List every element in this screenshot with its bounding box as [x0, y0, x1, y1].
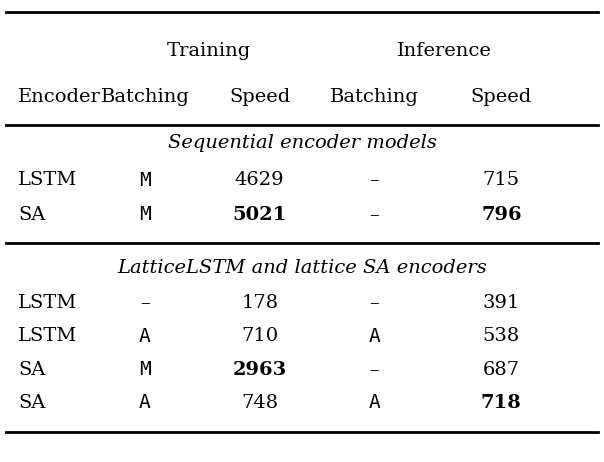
Text: SA: SA	[18, 394, 45, 412]
Text: M: M	[139, 360, 151, 379]
Text: –: –	[370, 171, 379, 189]
Text: Speed: Speed	[471, 88, 532, 106]
Text: Speed: Speed	[229, 88, 291, 106]
Text: –: –	[370, 361, 379, 378]
Text: LSTM: LSTM	[18, 171, 77, 189]
Text: Inference: Inference	[396, 42, 492, 60]
Text: A: A	[368, 327, 381, 346]
Text: –: –	[370, 206, 379, 224]
Text: Encoder: Encoder	[18, 88, 101, 106]
Text: A: A	[139, 393, 151, 413]
Text: M: M	[139, 205, 151, 225]
Text: Batching: Batching	[100, 88, 190, 106]
Text: 178: 178	[241, 294, 278, 311]
Text: 718: 718	[481, 394, 522, 412]
Text: 5021: 5021	[233, 206, 287, 224]
Text: LSTM: LSTM	[18, 328, 77, 345]
Text: A: A	[139, 327, 151, 346]
Text: SA: SA	[18, 361, 45, 378]
Text: 2963: 2963	[233, 361, 287, 378]
Text: –: –	[370, 294, 379, 311]
Text: 391: 391	[483, 294, 520, 311]
Text: 796: 796	[481, 206, 522, 224]
Text: 710: 710	[241, 328, 278, 345]
Text: 715: 715	[483, 171, 520, 189]
Text: M: M	[139, 170, 151, 190]
Text: –: –	[140, 294, 150, 311]
Text: Sequential encoder models: Sequential encoder models	[167, 134, 437, 152]
Text: SA: SA	[18, 206, 45, 224]
Text: 748: 748	[241, 394, 278, 412]
Text: Batching: Batching	[330, 88, 419, 106]
Text: 687: 687	[483, 361, 520, 378]
Text: Training: Training	[166, 42, 251, 60]
Text: 4629: 4629	[235, 171, 284, 189]
Text: LatticeLSTM and lattice SA encoders: LatticeLSTM and lattice SA encoders	[117, 259, 487, 277]
Text: 538: 538	[483, 328, 520, 345]
Text: A: A	[368, 393, 381, 413]
Text: LSTM: LSTM	[18, 294, 77, 311]
